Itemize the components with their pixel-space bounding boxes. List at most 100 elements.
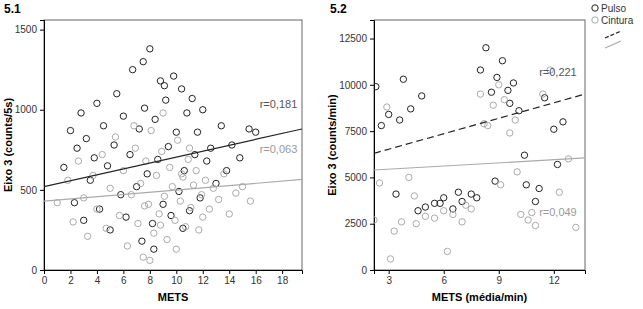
scatter-point [200,214,206,220]
scatter-point [437,200,443,206]
x-axis: 36912 [375,270,586,286]
y-tick-label: 0 [31,265,37,276]
x-tick: 4 [95,270,101,286]
scatter-point [159,148,165,154]
annotation: r=0,181 [260,98,298,110]
scatter-point [152,116,158,122]
scatter-point [376,180,382,186]
y-tick-mark [40,110,44,111]
scatter-point [406,174,412,180]
x-tick-label: 6 [441,275,447,286]
scatter-point [173,129,179,135]
x-tick-label: 18 [277,275,289,286]
scatter-point [153,172,159,178]
scatter-point [573,224,579,230]
y-tick: 1500 [15,24,44,35]
scatter-point [188,204,194,210]
scatter-point [196,227,202,233]
annotation: r=0,063 [260,143,298,155]
scatter-point [252,129,258,135]
scatter-point [131,123,137,129]
chart-panel: 3691202500500075001000012500r=0,221r=0,0… [326,2,634,303]
scatter-point [556,189,562,195]
scatter-point [83,135,89,141]
x-tick-label: 12 [198,275,210,286]
scatter-point [120,113,126,119]
scatter-point [123,214,129,220]
x-tick-label: 14 [224,275,236,286]
scatter-point [233,190,239,196]
x-tick-label: 4 [95,275,101,286]
scatter-point [221,171,227,177]
scatter-point [194,129,200,135]
scatter-point [144,171,150,177]
scatter-point [431,215,437,221]
x-tick-mark [282,270,283,274]
y-axis-title: Eixo 3 (counts/min) [326,94,338,196]
scatter-point [137,180,143,186]
plot-frame [374,20,585,270]
scatter-point [407,106,413,112]
panel-title: 5.2 [330,2,347,16]
y-tick-label: 5000 [345,172,368,183]
scatter-point [237,155,243,161]
scatter-point [107,227,113,233]
scatter-point [496,82,502,88]
y-tick-mark [40,30,44,31]
annotation: r=0,049 [539,206,577,218]
y-tick-mark [370,270,374,271]
scatter-point [204,158,210,164]
y-tick: 1000 [15,104,44,115]
y-axis-line [40,21,45,271]
x-tick-label: 12 [549,275,561,286]
x-tick-mark [176,270,177,274]
scatter-point [391,228,397,234]
x-tick-mark [203,270,204,274]
scatter-point [193,167,199,173]
x-tick-label: 2 [68,275,74,286]
x-tick-mark [97,270,98,274]
scatter-point [161,193,167,199]
scatter-point [455,189,461,195]
scatter-point [184,110,190,116]
legend-label: Pulso [601,3,626,14]
x-tick: 3 [386,270,392,286]
scatter-point [393,191,399,197]
annotation: r=0,221 [539,66,577,78]
scatter-point [174,137,180,143]
scatter-point [198,191,204,197]
fit-line [44,179,302,201]
x-tick-label: 6 [121,275,127,286]
chart-panel: 024681012141618050010001500r=0,181r=0,06… [2,2,303,303]
scatter-point [378,122,384,128]
scatter-point [494,74,500,80]
y-tick-label: 7500 [345,126,368,137]
scatter-point [529,209,535,215]
legend-marker [592,5,598,11]
scatter-point [107,185,113,191]
scatter-point [139,238,145,244]
y-tick: 10000 [339,80,374,91]
scatter-point [501,96,507,102]
y-tick: 500 [20,185,44,196]
scatter-point [422,213,428,219]
scatter-point [173,246,179,252]
x-tick-mark [256,270,257,274]
scatter-point [148,127,154,133]
x-tick: 10 [171,270,183,286]
x-tick: 0 [42,270,48,286]
scatter-point [100,123,106,129]
scatter-point [247,198,253,204]
scatter-point [554,161,560,167]
scatter-point [560,119,566,125]
y-tick: 7500 [345,126,374,137]
y-axis: 0 500 1000 1500 [15,21,45,276]
x-axis-title: METS [158,291,189,303]
scatter-point [169,183,175,189]
x-tick-mark [70,270,71,274]
scatter-point [177,198,183,204]
scatter-point [112,134,118,140]
x-tick-label: 10 [171,275,183,286]
y-tick-label: 2500 [345,218,368,229]
scatter-point [178,86,184,92]
